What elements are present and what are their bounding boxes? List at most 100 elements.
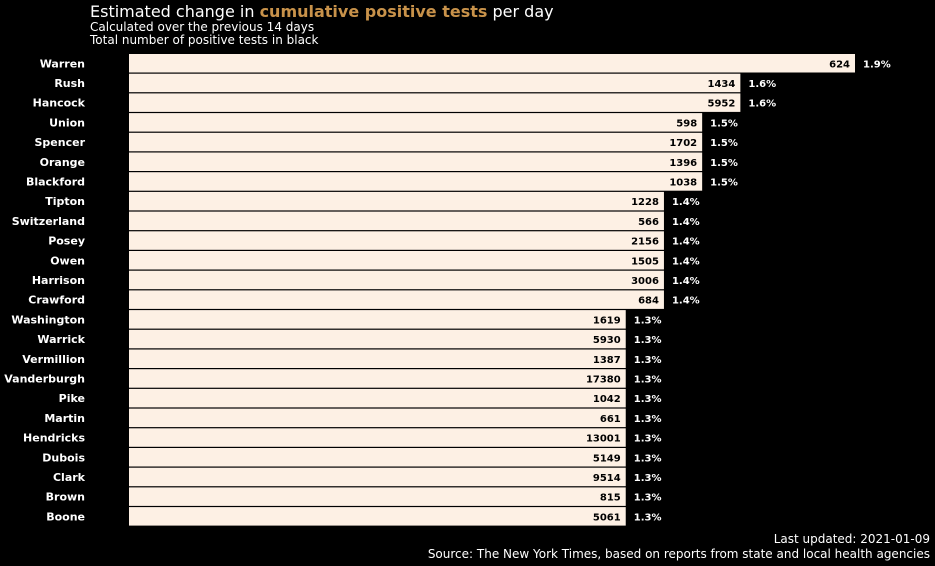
category-label: Crawford: [28, 294, 85, 307]
value-label: 1.6%: [748, 79, 776, 90]
total-label: 624: [829, 59, 850, 70]
bar-posey: [129, 231, 664, 250]
chart-title: Estimated change in cumulative positive …: [90, 3, 554, 21]
source-note: Source: The New York Times, based on rep…: [427, 547, 930, 561]
last-updated: Last updated: 2021-01-09: [773, 532, 930, 546]
value-label: 1.3%: [634, 453, 662, 464]
total-label: 1228: [631, 197, 659, 208]
value-label: 1.5%: [710, 138, 738, 149]
total-label: 5149: [593, 453, 621, 464]
category-label: Posey: [48, 235, 85, 248]
bar-harrison: [129, 270, 664, 290]
title-prefix: Estimated change in: [90, 2, 260, 21]
value-label: 1.4%: [672, 237, 700, 248]
category-label: Boone: [46, 510, 85, 523]
category-label: Martin: [44, 412, 85, 425]
bar-tipton: [129, 191, 664, 211]
bar-boone: [129, 507, 626, 526]
category-label: Clark: [53, 471, 86, 484]
category-label: Rush: [54, 77, 85, 90]
total-label: 13001: [586, 434, 621, 445]
value-label: 1.4%: [672, 217, 700, 228]
value-label: 1.3%: [634, 414, 662, 425]
bar-switzerland: [129, 211, 664, 231]
total-label: 1396: [669, 158, 697, 169]
value-label: 1.6%: [748, 99, 776, 110]
value-label: 1.4%: [672, 276, 700, 287]
category-label: Blackford: [26, 175, 85, 188]
total-label: 1434: [708, 79, 736, 90]
category-label: Switzerland: [12, 215, 85, 228]
bar-hendricks: [129, 428, 626, 447]
total-label: 5930: [593, 335, 621, 346]
value-label: 1.4%: [672, 256, 700, 267]
value-label: 1.3%: [634, 473, 662, 484]
bar-spencer: [129, 132, 703, 152]
category-label: Vanderburgh: [4, 372, 85, 385]
value-label: 1.9%: [863, 59, 891, 70]
total-label: 684: [638, 296, 659, 307]
total-label: 1619: [593, 315, 621, 326]
total-label: 17380: [586, 374, 621, 385]
title-highlight: cumulative positive tests: [259, 2, 488, 21]
value-label: 1.5%: [710, 118, 738, 129]
bar-union: [129, 113, 703, 132]
total-label: 815: [600, 493, 621, 504]
bar-owen: [129, 251, 664, 270]
bar-warren: [129, 54, 855, 73]
total-label: 1038: [669, 177, 697, 188]
category-label: Brown: [46, 491, 85, 504]
total-label: 2156: [631, 237, 659, 248]
bar-pike: [129, 388, 626, 408]
category-label: Dubois: [42, 451, 85, 464]
total-label: 1387: [593, 355, 621, 366]
value-label: 1.3%: [634, 394, 662, 405]
value-label: 1.3%: [634, 335, 662, 346]
total-label: 1505: [631, 256, 659, 267]
bar-warrick: [129, 329, 626, 349]
category-label: Harrison: [32, 274, 85, 287]
footer: Last updated: 2021-01-09 Source: The New…: [428, 532, 930, 562]
total-label: 1042: [593, 394, 621, 405]
total-label: 5061: [593, 512, 621, 523]
value-label: 1.5%: [710, 158, 738, 169]
total-label: 9514: [593, 473, 621, 484]
total-label: 3006: [631, 276, 659, 287]
value-label: 1.3%: [634, 493, 662, 504]
value-label: 1.3%: [634, 512, 662, 523]
value-label: 1.5%: [710, 177, 738, 188]
category-label: Washington: [11, 313, 85, 326]
category-label: Orange: [40, 156, 85, 169]
value-label: 1.3%: [634, 315, 662, 326]
bar-blackford: [129, 172, 703, 191]
value-label: 1.4%: [672, 197, 700, 208]
title-block: Estimated change in cumulative positive …: [90, 3, 554, 47]
value-label: 1.4%: [672, 296, 700, 307]
chart-subtitle: Calculated over the previous 14 days: [90, 20, 315, 34]
bar-rush: [129, 73, 741, 93]
category-label: Warren: [40, 57, 85, 70]
bar-martin: [129, 408, 626, 428]
value-label: 1.3%: [634, 374, 662, 385]
bar-brown: [129, 487, 626, 506]
category-label: Union: [49, 116, 85, 129]
category-label: Hancock: [33, 97, 86, 110]
total-label: 566: [638, 217, 659, 228]
bar-clark: [129, 467, 626, 487]
category-label: Warrick: [37, 333, 85, 346]
chart-subtitle-totals-note: Total number of positive tests in black: [90, 33, 319, 47]
title-suffix: per day: [487, 2, 554, 21]
category-label: Vermillion: [22, 353, 85, 366]
category-label: Hendricks: [23, 432, 85, 445]
bar-washington: [129, 310, 626, 329]
value-label: 1.3%: [634, 434, 662, 445]
category-label: Owen: [50, 254, 85, 267]
bar-vanderburgh: [129, 369, 626, 388]
category-label: Tipton: [45, 195, 85, 208]
total-label: 598: [676, 118, 697, 129]
bar-hancock: [129, 93, 741, 112]
total-label: 661: [600, 414, 621, 425]
bar-crawford: [129, 290, 664, 309]
bar-vermillion: [129, 349, 626, 368]
value-label: 1.3%: [634, 355, 662, 366]
